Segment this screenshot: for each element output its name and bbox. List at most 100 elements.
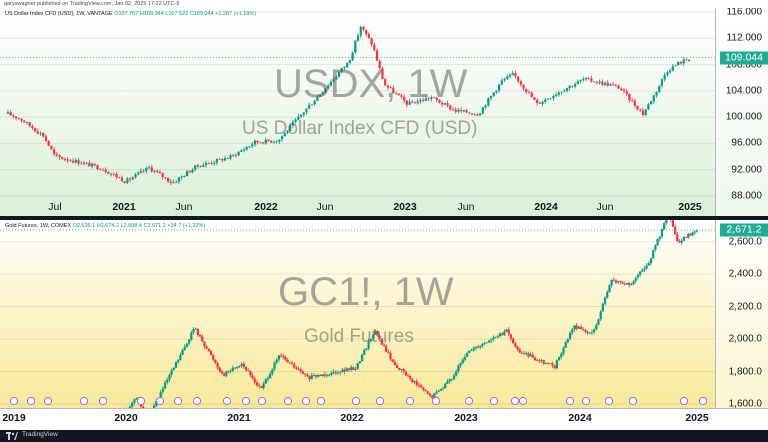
candle-body — [481, 343, 484, 346]
candle-body — [518, 349, 521, 353]
event-marker-icon[interactable] — [283, 396, 293, 406]
candle — [223, 372, 226, 377]
candle-body — [610, 279, 613, 286]
candle-body — [204, 162, 208, 166]
candle-body — [549, 98, 552, 99]
candle-body — [519, 81, 522, 85]
candle-body — [522, 353, 526, 355]
candle-body — [409, 376, 412, 379]
event-marker-icon[interactable] — [604, 396, 614, 406]
candle-body — [566, 338, 569, 343]
candle — [628, 93, 631, 103]
event-marker-icon[interactable] — [173, 396, 183, 406]
candle-body — [172, 182, 175, 184]
event-marker-icon[interactable] — [241, 396, 251, 406]
candle-body — [557, 357, 561, 361]
event-marker-icon[interactable] — [518, 396, 528, 406]
event-marker-icon[interactable] — [9, 396, 19, 406]
candle — [120, 175, 124, 182]
candle-body — [279, 355, 283, 357]
usdx-price-axis[interactable]: 116.000 112.000 108.000 104.000 100.000 96.00… — [715, 8, 768, 216]
event-marker-icon[interactable] — [351, 396, 361, 406]
candle-body — [12, 115, 15, 117]
candle-body — [284, 356, 287, 360]
event-marker-icon[interactable] — [464, 396, 474, 406]
candle-body — [20, 118, 23, 121]
event-marker-icon[interactable] — [301, 396, 311, 406]
candle-body — [237, 151, 240, 156]
event-marker-icon[interactable] — [510, 396, 520, 406]
candle — [393, 359, 397, 366]
candle-body — [159, 392, 162, 399]
pane-separator[interactable] — [0, 216, 768, 220]
candle-body — [428, 393, 432, 396]
event-marker-icon[interactable] — [565, 396, 575, 406]
time-tick-label: 2020 — [114, 412, 138, 424]
candle-body — [71, 160, 75, 163]
gold-price-axis[interactable]: 2,800.02,600.02,400.02,200.02,000.01,800… — [715, 220, 768, 408]
event-marker-icon[interactable] — [98, 396, 108, 406]
candle-body — [196, 328, 199, 335]
candle — [295, 365, 298, 370]
candle-body — [323, 374, 326, 376]
candle — [253, 139, 257, 147]
event-marker-icon[interactable] — [316, 396, 326, 406]
time-axis[interactable]: 2019 2020 2021 2022 2023 2024 2025 — [0, 408, 768, 431]
candle — [505, 328, 508, 332]
candle-body — [424, 98, 427, 101]
candle — [288, 361, 291, 365]
candle-body — [221, 158, 224, 161]
event-marker-icon[interactable] — [79, 396, 89, 406]
candle — [202, 162, 205, 168]
event-marker-icon[interactable] — [222, 396, 232, 406]
candle — [351, 51, 354, 62]
candle-body — [375, 50, 379, 61]
candle — [449, 104, 452, 112]
candle-body — [590, 332, 594, 334]
candle-body — [582, 79, 585, 81]
event-marker-icon[interactable] — [26, 396, 36, 406]
candle-body — [264, 139, 267, 144]
candle — [519, 79, 522, 88]
candle-body — [283, 132, 286, 137]
candle-body — [341, 369, 344, 373]
candle — [293, 361, 296, 370]
event-marker-icon[interactable] — [375, 396, 385, 406]
candle — [693, 230, 696, 236]
candle — [460, 107, 463, 114]
event-marker-icon[interactable] — [192, 396, 202, 406]
event-marker-icon[interactable] — [698, 396, 708, 406]
event-marker-icon[interactable] — [489, 396, 499, 406]
event-marker-icon[interactable] — [405, 396, 415, 406]
candle — [555, 359, 558, 370]
event-marker-icon[interactable] — [581, 396, 591, 406]
event-marker-icon[interactable] — [628, 396, 638, 406]
candle-body — [340, 68, 343, 73]
price-tick-label: 112.000 — [726, 32, 762, 44]
candle-body — [639, 109, 642, 111]
candle — [363, 348, 366, 356]
candle — [238, 365, 241, 369]
candle-body — [623, 283, 626, 285]
candle-body — [290, 362, 294, 364]
gold-pane[interactable]: GC1!, 1W Gold Futures Gold Futures, 1W, … — [0, 220, 768, 408]
candle — [684, 236, 688, 239]
candle — [85, 162, 88, 165]
candle-body — [612, 84, 615, 86]
price-tick-label: 96.000 — [731, 137, 762, 149]
candle-body — [587, 77, 590, 79]
candle-body — [216, 362, 219, 368]
candle — [343, 367, 346, 374]
event-marker-icon[interactable] — [43, 396, 53, 406]
candle-body — [168, 374, 171, 380]
candle-body — [501, 333, 504, 335]
candle-body — [541, 101, 544, 104]
event-marker-icon[interactable] — [431, 396, 441, 406]
candle-body — [85, 162, 88, 164]
gold-watermark-name: Gold Futures — [304, 326, 414, 347]
event-marker-icon[interactable] — [136, 396, 146, 406]
event-marker-icon[interactable] — [257, 396, 267, 406]
event-marker-icon[interactable] — [155, 396, 165, 406]
usdx-pane[interactable]: USDX, 1W US Dollar Index CFD (USD) US Do… — [0, 8, 768, 216]
event-marker-icon[interactable] — [679, 396, 689, 406]
